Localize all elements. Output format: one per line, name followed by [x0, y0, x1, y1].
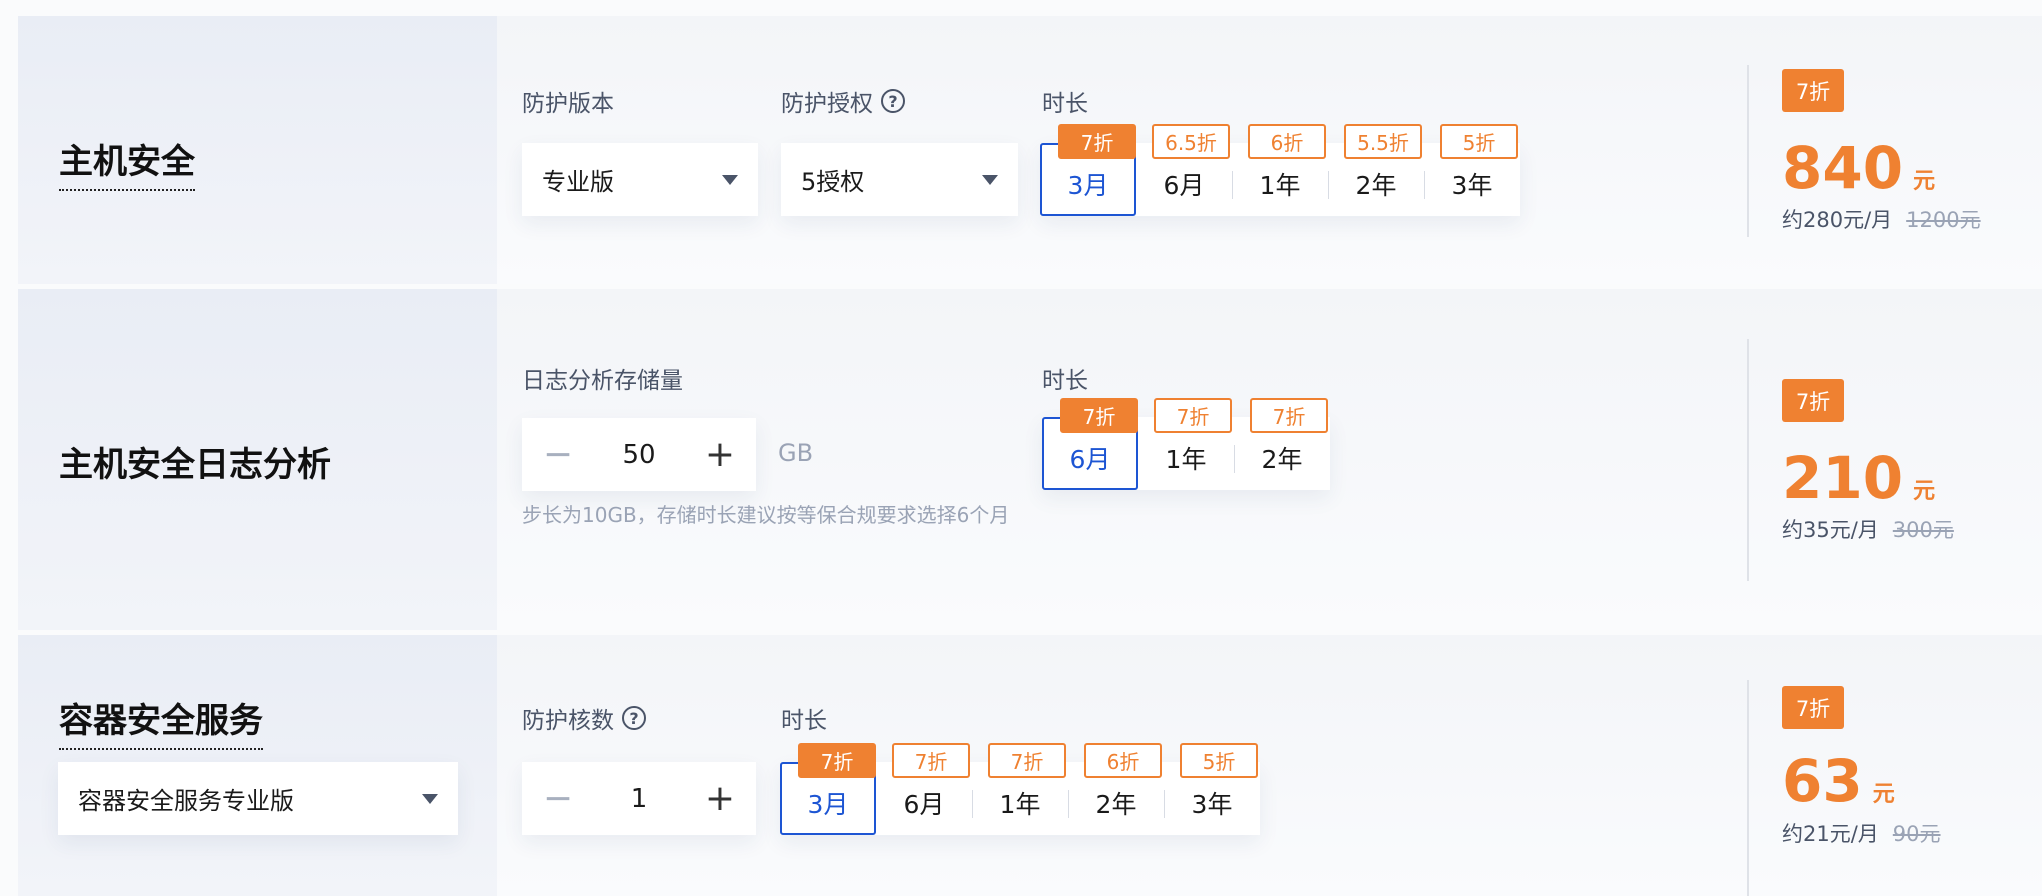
storage-stepper: − 50 + — [522, 418, 756, 491]
duration-label: 时长 — [1042, 368, 1088, 394]
duration-selector: 7折 3月 6.5折 6月 6折 1年 5.5折 2年 5折 3年 — [1040, 124, 1520, 216]
discount-badge: 7折 — [1782, 686, 1844, 729]
question-circle-icon[interactable]: ? — [881, 89, 905, 113]
storage-unit: GB — [778, 439, 814, 467]
duration-option[interactable]: 5.5折 2年 — [1328, 124, 1424, 216]
product-row-log-analysis: 主机安全日志分析 日志分析存储量 − 50 + GB 步长为10GB，存储时长建… — [18, 289, 2042, 630]
duration-discount-badge: 7折 — [1058, 124, 1136, 159]
product-title-panel: 容器安全服务 容器安全服务专业版 — [18, 635, 497, 896]
duration-label-text: 1年 — [999, 789, 1041, 819]
question-circle-icon[interactable]: ? — [622, 706, 646, 730]
duration-option[interactable]: 6.5折 6月 — [1136, 124, 1232, 216]
duration-option[interactable]: 7折 6月 — [876, 743, 972, 835]
duration-discount-badge: 7折 — [1250, 398, 1328, 433]
duration-option[interactable]: 7折 3月 — [1040, 124, 1136, 216]
plus-icon[interactable]: + — [684, 418, 756, 491]
original-price: 90元 — [1892, 822, 1941, 846]
duration-label-text: 3月 — [807, 789, 849, 819]
plus-icon[interactable]: + — [684, 762, 756, 835]
minus-icon[interactable]: − — [522, 418, 594, 491]
duration-label-text: 3年 — [1191, 789, 1233, 819]
duration-discount-badge: 7折 — [988, 743, 1066, 778]
cores-input[interactable]: 1 — [594, 762, 684, 835]
divider — [1747, 339, 1749, 581]
caret-down-icon — [722, 174, 738, 185]
storage-input[interactable]: 50 — [594, 418, 684, 491]
duration-option[interactable]: 7折 1年 — [1138, 398, 1234, 490]
edition-value: 专业版 — [542, 168, 614, 196]
duration-label-text: 2年 — [1095, 789, 1137, 819]
minus-icon[interactable]: − — [522, 762, 594, 835]
duration-option[interactable]: 7折 1年 — [972, 743, 1068, 835]
duration-label: 时长 — [1042, 91, 1088, 117]
price-detail: 约35元/月 300元 — [1782, 514, 1954, 544]
edition-label: 防护版本 — [522, 91, 614, 117]
license-select[interactable]: 5授权 — [781, 143, 1018, 216]
duration-discount-badge: 7折 — [798, 743, 876, 778]
duration-option[interactable]: 5折 3年 — [1164, 743, 1260, 835]
divider — [1747, 680, 1749, 896]
product-row-host-security: 主机安全 防护版本 专业版 防护授权? 5授权 时长 7折 3月 6.5折 6月 6折 1… — [18, 16, 2042, 284]
storage-hint: 步长为10GB，存储时长建议按等保合规要求选择6个月 — [522, 503, 1010, 527]
storage-label: 日志分析存储量 — [522, 368, 683, 394]
caret-down-icon — [982, 174, 998, 185]
duration-discount-badge: 7折 — [892, 743, 970, 778]
price: 210 元 — [1782, 444, 1936, 512]
duration-label-text: 3月 — [1067, 170, 1109, 200]
duration-discount-badge: 7折 — [1060, 398, 1138, 433]
edition-select[interactable]: 容器安全服务专业版 — [58, 762, 458, 835]
duration-discount-badge: 6折 — [1084, 743, 1162, 778]
duration-discount-badge: 6.5折 — [1152, 124, 1230, 159]
price: 840 元 — [1782, 134, 1936, 202]
duration-label-text: 2年 — [1261, 444, 1303, 474]
discount-badge: 7折 — [1782, 69, 1844, 112]
license-label: 防护授权? — [781, 84, 905, 118]
product-title: 容器安全服务 — [59, 693, 263, 750]
divider — [1747, 65, 1749, 237]
discount-badge: 7折 — [1782, 379, 1844, 422]
duration-option[interactable]: 6折 2年 — [1068, 743, 1164, 835]
product-title-panel: 主机安全日志分析 — [18, 289, 497, 630]
duration-option[interactable]: 7折 6月 — [1042, 398, 1138, 490]
duration-option[interactable]: 5折 3年 — [1424, 124, 1520, 216]
duration-discount-badge: 5.5折 — [1344, 124, 1422, 159]
cores-label: 防护核数? — [522, 701, 646, 735]
price-detail: 约280元/月 1200元 — [1782, 204, 1981, 234]
product-row-container-security: 容器安全服务 容器安全服务专业版 防护核数? − 1 + 时长 7折 3月 7折 6月… — [18, 635, 2042, 896]
duration-selector: 7折 6月 7折 1年 7折 2年 — [1042, 398, 1330, 490]
duration-discount-badge: 6折 — [1248, 124, 1326, 159]
cores-stepper: − 1 + — [522, 762, 756, 835]
duration-label-text: 6月 — [1069, 444, 1111, 474]
duration-option[interactable]: 7折 2年 — [1234, 398, 1330, 490]
duration-option[interactable]: 6折 1年 — [1232, 124, 1328, 216]
duration-label-text: 2年 — [1355, 170, 1397, 200]
duration-option[interactable]: 7折 3月 — [780, 743, 876, 835]
original-price: 1200元 — [1906, 208, 1981, 232]
duration-label-text: 1年 — [1165, 444, 1207, 474]
price-detail: 约21元/月 90元 — [1782, 818, 1941, 848]
license-value: 5授权 — [801, 168, 865, 196]
duration-selector: 7折 3月 7折 6月 7折 1年 6折 2年 5折 3年 — [780, 743, 1260, 835]
duration-discount-badge: 5折 — [1180, 743, 1258, 778]
price: 63 元 — [1782, 747, 1895, 815]
duration-label-text: 6月 — [1163, 170, 1205, 200]
original-price: 300元 — [1892, 518, 1954, 542]
duration-label-text: 6月 — [903, 789, 945, 819]
duration-label-text: 3年 — [1451, 170, 1493, 200]
product-title-panel: 主机安全 — [18, 16, 497, 284]
duration-discount-badge: 7折 — [1154, 398, 1232, 433]
product-title: 主机安全日志分析 — [59, 445, 331, 485]
product-title: 主机安全 — [59, 134, 195, 191]
caret-down-icon — [422, 793, 438, 804]
duration-label: 时长 — [781, 708, 827, 734]
duration-label-text: 1年 — [1259, 170, 1301, 200]
edition-value: 容器安全服务专业版 — [78, 787, 294, 815]
duration-discount-badge: 5折 — [1440, 124, 1518, 159]
edition-select[interactable]: 专业版 — [522, 143, 758, 216]
